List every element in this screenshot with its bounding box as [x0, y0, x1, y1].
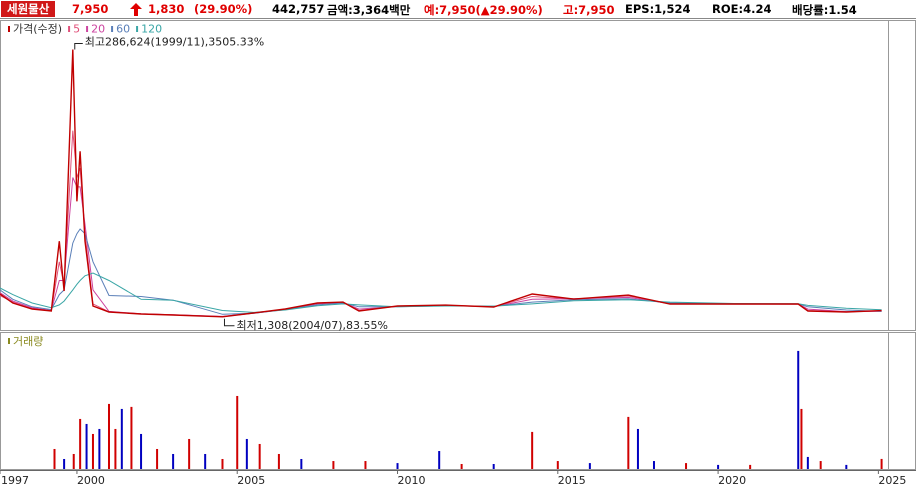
- legend-label: 60: [116, 23, 130, 36]
- legend-marker: [68, 26, 71, 32]
- volume-bar: [98, 428, 101, 469]
- volume-bar: [140, 433, 143, 469]
- volume-bar: [364, 461, 367, 469]
- stock-name[interactable]: 세원물산: [1, 1, 56, 17]
- volume-bar: [204, 453, 207, 469]
- volume-bar: [627, 416, 630, 469]
- dividend: 배당률:1.54: [792, 3, 857, 17]
- volume-bar: [188, 438, 191, 469]
- x-tick-label: 1997: [1, 474, 29, 487]
- price: 7,950: [72, 2, 109, 16]
- volume-bar: [236, 395, 239, 469]
- volume-bar: [438, 451, 441, 469]
- price-panel: [0, 20, 889, 331]
- volume-bar: [221, 458, 224, 469]
- legend-marker: [136, 26, 139, 32]
- annotation: 최고286,624(1999/11),3505.33%: [85, 36, 264, 49]
- volume-bar: [396, 463, 399, 469]
- volume-bar: [245, 438, 248, 469]
- volume-bar: [492, 463, 495, 469]
- volume-bar: [63, 458, 66, 469]
- legend-marker: [8, 338, 10, 344]
- x-tick-label: 2010: [398, 474, 426, 487]
- annotation-arrow: [74, 43, 83, 50]
- volume-bar: [79, 418, 82, 469]
- volume-bar: [91, 433, 94, 469]
- legend-label: 5: [73, 23, 80, 36]
- ticker-bar: 세원물산 7,950 1,830 (29.90%) 442,757 금액:3,3…: [0, 0, 916, 19]
- volume: 442,757: [272, 2, 325, 16]
- volume-panel: [0, 332, 889, 470]
- amount: 금액:3,364백만: [327, 3, 411, 17]
- volume-bar: [880, 458, 883, 469]
- volume-bar: [797, 350, 800, 469]
- high: 고:7,950: [563, 3, 615, 17]
- annotation: 최저1,308(2004/07),83.55%: [236, 319, 387, 332]
- roe: ROE:4.24: [712, 2, 772, 16]
- volume-bar: [130, 406, 133, 469]
- volume-bar: [332, 461, 335, 469]
- eps: EPS:1,524: [625, 2, 691, 16]
- volume-bar: [556, 461, 559, 469]
- volume-bar: [460, 463, 463, 469]
- ma-line: [0, 130, 882, 318]
- panel-title: 거래량: [13, 335, 43, 348]
- change: 1,830: [148, 2, 185, 16]
- ma-line: [0, 177, 882, 317]
- price-axis: [888, 20, 916, 331]
- price-line: [0, 49, 882, 318]
- ma-line: [0, 272, 882, 313]
- x-tick-label: 2015: [558, 474, 586, 487]
- legend-marker: [86, 26, 89, 32]
- x-tick-label: 2020: [718, 474, 746, 487]
- expected: 예:7,950(▲29.90%): [424, 3, 543, 17]
- volume-bar: [53, 448, 56, 469]
- x-tick-label: 2000: [77, 474, 105, 487]
- volume-bar: [156, 448, 159, 469]
- volume-bar: [114, 428, 117, 469]
- volume-bar: [806, 456, 809, 469]
- legend-label: 가격(수정): [13, 23, 62, 36]
- x-tick-label: 2005: [237, 474, 265, 487]
- volume-bar: [588, 463, 591, 469]
- volume-bar: [172, 453, 175, 469]
- volume-bar: [300, 458, 303, 469]
- legend-marker: [8, 26, 10, 32]
- legend-label: 120: [141, 23, 162, 36]
- volume-bar: [531, 431, 534, 469]
- volume-bar: [72, 453, 75, 469]
- volume-bar: [85, 423, 88, 469]
- up-arrow: [130, 3, 142, 16]
- volume-bar: [685, 463, 688, 469]
- volume-bar: [277, 453, 280, 469]
- volume-bar: [800, 408, 803, 469]
- change-rate: (29.90%): [194, 2, 253, 16]
- volume-bar: [120, 408, 123, 469]
- legend-label: 20: [91, 23, 105, 36]
- volume-bar: [845, 464, 848, 469]
- annotation-arrow: [223, 318, 235, 327]
- volume-bar: [107, 403, 110, 469]
- x-tick-label: 2025: [878, 474, 906, 487]
- volume-bar: [652, 461, 655, 469]
- volume-bar: [717, 464, 720, 469]
- volume-bar: [636, 428, 639, 469]
- volume-bar: [749, 464, 752, 469]
- volume-axis: [888, 332, 916, 470]
- volume-bar: [819, 461, 822, 469]
- legend-marker: [111, 26, 114, 32]
- volume-bar: [258, 443, 261, 469]
- ma-line: [0, 228, 882, 315]
